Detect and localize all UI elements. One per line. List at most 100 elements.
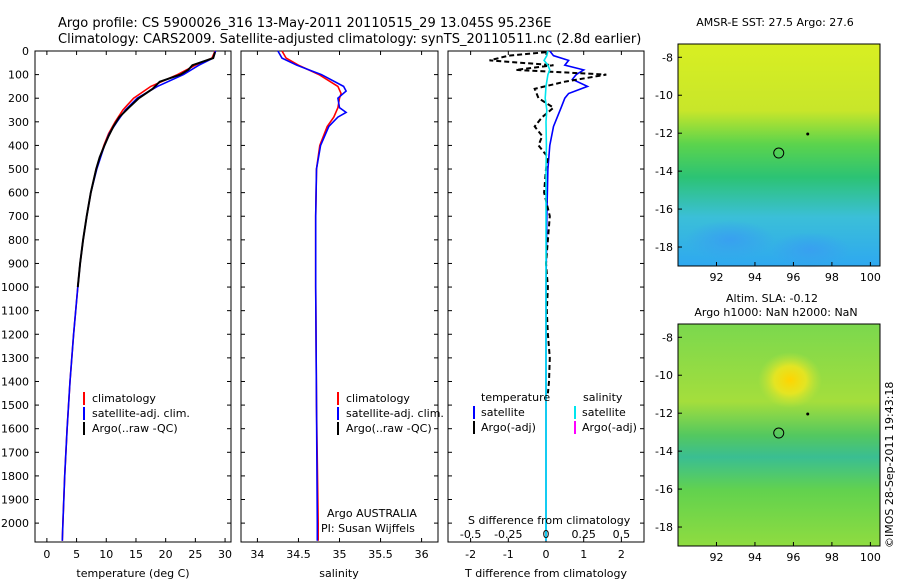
map-x-tick-label: 94 (748, 551, 762, 564)
map-x-tick-label: 100 (860, 271, 881, 284)
sst-map-frame (677, 43, 881, 267)
y-tick-label: 1000 (1, 281, 29, 294)
y-tick-label: 1400 (1, 375, 29, 388)
legend-label-satellite: satellite-adj. clim. (346, 407, 444, 420)
s-difference-label: S difference from climatology (468, 514, 631, 527)
sla-map-frame (677, 323, 881, 547)
y-tick-label: 400 (8, 139, 29, 152)
y-tick-label: 0 (22, 45, 29, 58)
map-y-tick-label: -12 (655, 407, 673, 420)
legend-header-temperature: temperature (481, 391, 550, 404)
map-x-tick-label: 96 (786, 551, 800, 564)
figure-title-line2: Climatology: CARS2009. Satellite-adjuste… (58, 32, 641, 47)
map-y-tick-label: -10 (655, 369, 673, 382)
map-x-tick-label: 96 (786, 271, 800, 284)
legend-label-argo: Argo(..raw -QC) (346, 422, 432, 435)
map-y-tick-label: -8 (662, 51, 673, 64)
map-x-tick-label: 98 (825, 271, 839, 284)
legend-header-salinity: salinity (583, 391, 623, 404)
legend-label-t-satellite: satellite (481, 406, 525, 419)
map-y-tick-label: -16 (655, 203, 673, 216)
x-tick-label: 5 (73, 548, 80, 561)
y-tick-label: 1100 (1, 305, 29, 318)
map-ticks-layer: 92 94 96 98 100 -8 -10 -12 -14 -16 -18 92 94 96 98 100 -… (655, 51, 881, 564)
x-tick-label: 36 (415, 548, 429, 561)
argo-program-label: Argo AUSTRALIA (327, 507, 417, 520)
map-y-tick-label: -8 (662, 331, 673, 344)
map-y-tick-label: -18 (655, 241, 673, 254)
map-x-tick-label: 94 (748, 271, 762, 284)
argo-position-marker (773, 147, 785, 159)
map-y-tick-label: -16 (655, 483, 673, 496)
map-x-tick-label: 100 (860, 551, 881, 564)
y-tick-label: 1900 (1, 494, 29, 507)
salinity-xlabel: salinity (319, 567, 359, 580)
temperature-axes (34, 50, 232, 543)
y-tick-label: 300 (8, 116, 29, 129)
x-tick-label: 15 (129, 548, 143, 561)
x-tick-label: 35 (333, 548, 347, 561)
temperature-series-layer: 0100200300400500600700800900100011001200… (1, 45, 232, 561)
series-line-climatology (281, 50, 342, 541)
y-tick-label: 1600 (1, 423, 29, 436)
y-tick-label: 1800 (1, 470, 29, 483)
x-tick-label: 34.5 (286, 548, 311, 561)
legend-label-t-argo: Argo(-adj) (481, 421, 536, 434)
pi-name-label: PI: Susan Wijffels (321, 522, 415, 535)
sst-map: AMSR-E SST: 27.5 Argo: 27.6 (677, 16, 881, 268)
map-dot (806, 132, 810, 136)
legend-label-s-argo: Argo(-adj) (582, 421, 637, 434)
map-x-tick-label: 92 (709, 551, 723, 564)
x-tick-label: 20 (159, 548, 173, 561)
x-tick-label: 0 (43, 548, 50, 561)
legend-label-argo: Argo(..raw -QC) (92, 422, 178, 435)
y-tick-label: 200 (8, 92, 29, 105)
legend-label-s-satellite: satellite (582, 406, 626, 419)
y-tick-label: 900 (8, 257, 29, 270)
map-y-tick-label: -18 (655, 521, 673, 534)
x-tick-label: 30 (218, 548, 232, 561)
s-tick-label: -0.5 (460, 528, 481, 541)
s-tick-label: 0.25 (571, 528, 596, 541)
sla-high-patch (758, 352, 822, 408)
map-y-tick-label: -14 (655, 445, 673, 458)
legend-label-climatology: climatology (92, 392, 156, 405)
map-y-tick-label: -10 (655, 89, 673, 102)
map-y-tick-label: -14 (655, 165, 673, 178)
argo-position-marker (773, 427, 785, 439)
sst-map-title: AMSR-E SST: 27.5 Argo: 27.6 (696, 16, 854, 29)
series-line-satellite (545, 50, 590, 541)
y-tick-label: 1500 (1, 399, 29, 412)
x-tick-label: 1 (580, 548, 587, 561)
y-tick-label: 500 (8, 163, 29, 176)
legend-label-satellite: satellite-adj. clim. (92, 407, 190, 420)
y-tick-label: 1300 (1, 352, 29, 365)
x-tick-label: 25 (188, 548, 202, 561)
series-line-satellite (543, 50, 551, 541)
y-tick-label: 800 (8, 234, 29, 247)
series-line-climatology (61, 50, 216, 541)
figure-title-line1: Argo profile: CS 5900026_316 13-May-2011… (58, 16, 551, 31)
t-difference-xlabel: T difference from climatology (464, 567, 627, 580)
x-tick-label: 10 (99, 548, 113, 561)
series-line-satellite-adj-clim- (61, 50, 217, 541)
y-tick-label: 1200 (1, 328, 29, 341)
sst-cold-patch (770, 232, 850, 268)
y-tick-label: 1700 (1, 446, 29, 459)
map-x-tick-label: 92 (709, 271, 723, 284)
y-tick-label: 100 (8, 69, 29, 82)
salinity-series-layer: 34 34.5 35 35.5 36 (241, 50, 438, 561)
sla-map-title: Altim. SLA: -0.12 (726, 292, 818, 305)
x-tick-label: 2 (618, 548, 625, 561)
x-tick-label: 0 (543, 548, 550, 561)
s-tick-label: 0 (543, 528, 550, 541)
legend-label-climatology: climatology (346, 392, 410, 405)
map-dot (806, 412, 810, 416)
sla-map: Altim. SLA: -0.12 Argo h1000: NaN h2000:… (677, 292, 881, 547)
y-tick-label: 2000 (1, 517, 29, 530)
temperature-xlabel: temperature (deg C) (76, 567, 189, 580)
x-tick-label: 35.5 (368, 548, 393, 561)
series-line-argo-raw-qc- (76, 51, 216, 288)
copyright-timestamp: ©IMOS 28-Sep-2011 19:43:18 (883, 382, 896, 548)
